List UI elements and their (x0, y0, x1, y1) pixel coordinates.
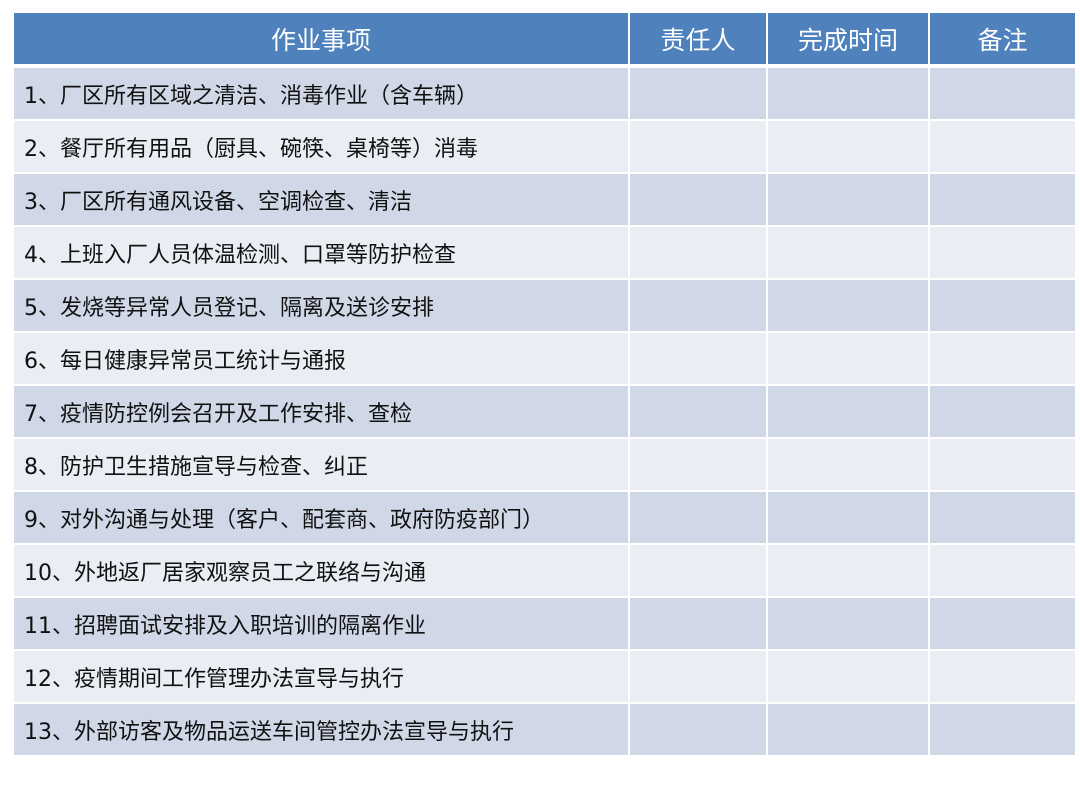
task-cell: 10、外地返厂居家观察员工之联络与沟通 (12, 543, 630, 598)
owner-cell[interactable] (628, 65, 768, 121)
deadline-cell[interactable] (766, 649, 930, 704)
notes-cell[interactable] (928, 119, 1077, 174)
deadline-cell[interactable] (766, 490, 930, 545)
table-row: 3、厂区所有通风设备、空调检查、清洁 (12, 172, 1077, 227)
owner-cell[interactable] (628, 384, 768, 439)
table-row: 1、厂区所有区域之清洁、消毒作业（含车辆） (12, 65, 1077, 121)
notes-cell[interactable] (928, 702, 1077, 757)
owner-cell[interactable] (628, 649, 768, 704)
table-row: 5、发烧等异常人员登记、隔离及送诊安排 (12, 278, 1077, 333)
notes-cell[interactable] (928, 278, 1077, 333)
deadline-cell[interactable] (766, 119, 930, 174)
owner-cell[interactable] (628, 225, 768, 280)
deadline-cell[interactable] (766, 702, 930, 757)
task-cell: 2、餐厅所有用品（厨具、碗筷、桌椅等）消毒 (12, 119, 630, 174)
header-row: 作业事项 责任人 完成时间 备注 (12, 11, 1077, 68)
deadline-cell[interactable] (766, 543, 930, 598)
table-row: 4、上班入厂人员体温检测、口罩等防护检查 (12, 225, 1077, 280)
deadline-cell[interactable] (766, 596, 930, 651)
deadline-cell[interactable] (766, 384, 930, 439)
header-task: 作业事项 (12, 11, 630, 68)
deadline-cell[interactable] (766, 278, 930, 333)
table-row: 11、招聘面试安排及入职培训的隔离作业 (12, 596, 1077, 651)
owner-cell[interactable] (628, 331, 768, 386)
table-row: 12、疫情期间工作管理办法宣导与执行 (12, 649, 1077, 704)
notes-cell[interactable] (928, 596, 1077, 651)
task-cell: 8、防护卫生措施宣导与检查、纠正 (12, 437, 630, 492)
deadline-cell[interactable] (766, 331, 930, 386)
deadline-cell[interactable] (766, 172, 930, 227)
owner-cell[interactable] (628, 596, 768, 651)
owner-cell[interactable] (628, 278, 768, 333)
task-cell: 1、厂区所有区域之清洁、消毒作业（含车辆） (12, 65, 630, 121)
table-row: 2、餐厅所有用品（厨具、碗筷、桌椅等）消毒 (12, 119, 1077, 174)
task-table: 作业事项 责任人 完成时间 备注 1、厂区所有区域之清洁、消毒作业（含车辆） 2、… (12, 11, 1077, 757)
table-row: 8、防护卫生措施宣导与检查、纠正 (12, 437, 1077, 492)
notes-cell[interactable] (928, 331, 1077, 386)
deadline-cell[interactable] (766, 225, 930, 280)
table-row: 13、外部访客及物品运送车间管控办法宣导与执行 (12, 702, 1077, 757)
deadline-cell[interactable] (766, 437, 930, 492)
task-cell: 6、每日健康异常员工统计与通报 (12, 331, 630, 386)
owner-cell[interactable] (628, 437, 768, 492)
notes-cell[interactable] (928, 490, 1077, 545)
header-owner: 责任人 (628, 11, 768, 68)
task-cell: 5、发烧等异常人员登记、隔离及送诊安排 (12, 278, 630, 333)
table-row: 7、疫情防控例会召开及工作安排、查检 (12, 384, 1077, 439)
notes-cell[interactable] (928, 437, 1077, 492)
deadline-cell[interactable] (766, 65, 930, 121)
task-cell: 13、外部访客及物品运送车间管控办法宣导与执行 (12, 702, 630, 757)
notes-cell[interactable] (928, 172, 1077, 227)
table-row: 6、每日健康异常员工统计与通报 (12, 331, 1077, 386)
task-cell: 3、厂区所有通风设备、空调检查、清洁 (12, 172, 630, 227)
header-notes: 备注 (928, 11, 1077, 68)
task-cell: 12、疫情期间工作管理办法宣导与执行 (12, 649, 630, 704)
owner-cell[interactable] (628, 490, 768, 545)
notes-cell[interactable] (928, 225, 1077, 280)
notes-cell[interactable] (928, 65, 1077, 121)
task-cell: 11、招聘面试安排及入职培训的隔离作业 (12, 596, 630, 651)
table-row: 9、对外沟通与处理（客户、配套商、政府防疫部门） (12, 490, 1077, 545)
header-deadline: 完成时间 (766, 11, 930, 68)
task-cell: 4、上班入厂人员体温检测、口罩等防护检查 (12, 225, 630, 280)
notes-cell[interactable] (928, 543, 1077, 598)
owner-cell[interactable] (628, 172, 768, 227)
owner-cell[interactable] (628, 119, 768, 174)
notes-cell[interactable] (928, 384, 1077, 439)
notes-cell[interactable] (928, 649, 1077, 704)
owner-cell[interactable] (628, 543, 768, 598)
owner-cell[interactable] (628, 702, 768, 757)
task-cell: 9、对外沟通与处理（客户、配套商、政府防疫部门） (12, 490, 630, 545)
task-cell: 7、疫情防控例会召开及工作安排、查检 (12, 384, 630, 439)
table-row: 10、外地返厂居家观察员工之联络与沟通 (12, 543, 1077, 598)
